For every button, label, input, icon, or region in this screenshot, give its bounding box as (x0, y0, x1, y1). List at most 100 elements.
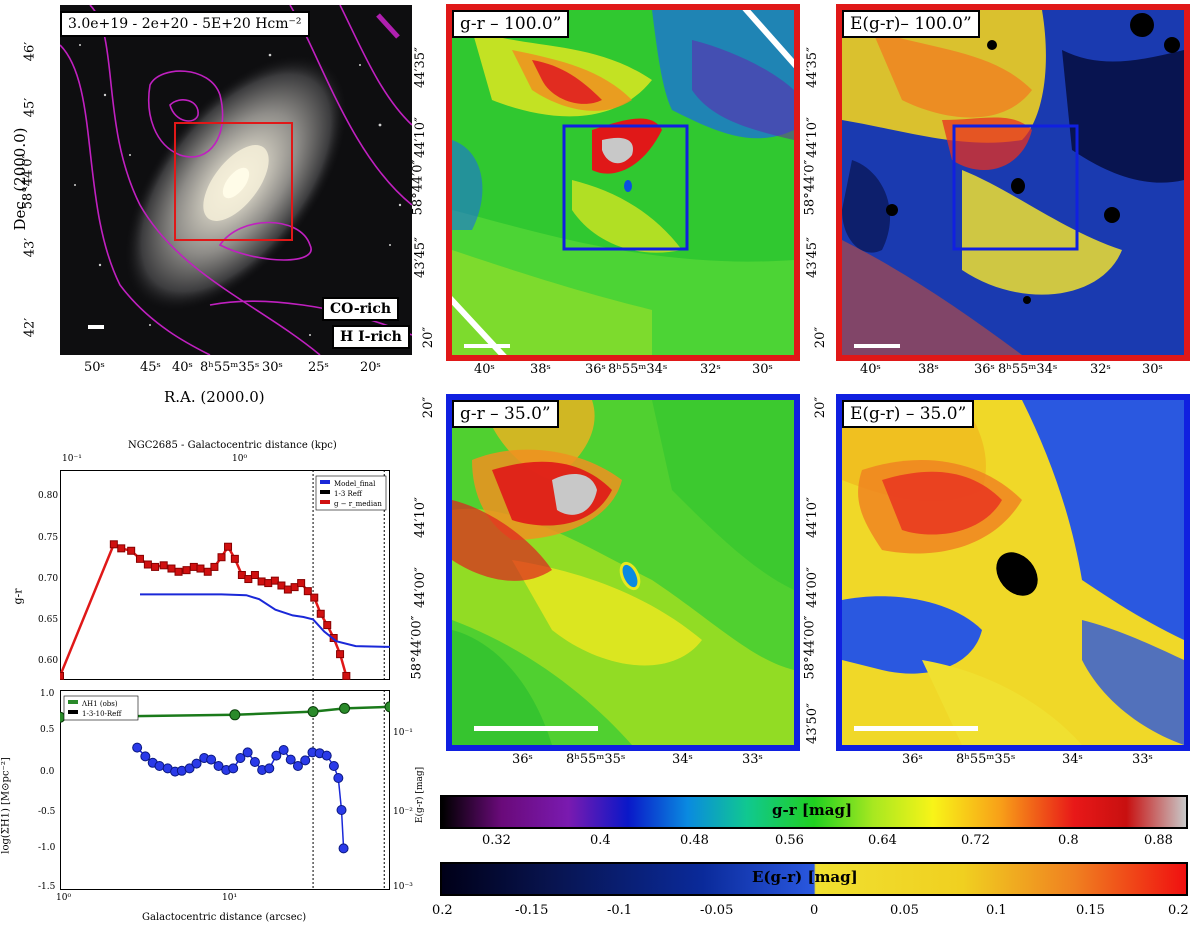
legend-swatch-2 (320, 500, 330, 504)
series-1-point-20 (278, 745, 289, 755)
series-0-point-20 (250, 571, 259, 579)
egr-35-label: E(g-r) – 35.0” (842, 400, 975, 428)
egr-colorbar-label: E(g-r) [mag] (752, 868, 858, 886)
legend-entry-0: Model_final (334, 480, 376, 488)
series-1-point-0 (132, 742, 143, 753)
legend-entry-2: g − r_median (334, 500, 382, 508)
hi-rich-label: H I-rich (332, 325, 410, 349)
hi-contour-label: 3.0e+19 - 2e+20 - 5E+20 Hcm⁻² (60, 11, 310, 37)
legend-entry-1: 1-3-10-Reff (82, 710, 122, 718)
series-0-point-2 (117, 544, 126, 553)
gr-profile-top-tick-0: 10⁻¹ (62, 454, 82, 464)
series-0-point-2 (307, 706, 319, 718)
gr-profile-plot: Model_final 1-3 Reff g − r_median (60, 470, 390, 680)
gr-colorbar: g-r [mag] (440, 795, 1188, 829)
series-0-point-29 (310, 593, 319, 602)
hi-profile-plot: ΛH1 (obs) 1-3-10-Reff (60, 690, 390, 890)
series-1-point-13 (228, 763, 239, 774)
series-0-point-30 (316, 609, 325, 618)
series-1-point-22 (292, 761, 303, 771)
series-0-point-16 (224, 542, 233, 551)
series-0-point-1 (229, 709, 241, 721)
egr-100-map (842, 10, 1184, 355)
series-0-point-22 (264, 579, 273, 588)
series-0-point-26 (290, 583, 299, 592)
legend-entry-0: ΛH1 (obs) (81, 700, 118, 708)
legend-swatch-1 (320, 490, 330, 494)
gr-colorbar-label: g-r [mag] (772, 801, 853, 819)
egr-colorbar: E(g-r) [mag] (440, 862, 1188, 896)
gr-profile-ylabel: g-r (11, 588, 25, 605)
series-0-point-12 (196, 564, 205, 573)
egr-100-label: E(g-r)– 100.0” (842, 10, 980, 38)
series-0-point-25 (283, 585, 292, 594)
series-1-point-23 (300, 755, 311, 766)
plot-frame (60, 690, 390, 890)
optical-image-panel: 3.0e+19 - 2e+20 - 5E+20 Hcm⁻² CO-rich H … (60, 5, 412, 355)
series-0-point-14 (210, 562, 219, 571)
egr-35-map (842, 400, 1184, 745)
co-rich-label: CO-rich (322, 297, 400, 321)
series-1-point-16 (249, 757, 260, 767)
egr-35-panel: E(g-r) – 35.0” (836, 394, 1190, 751)
legend-entry-1: 1-3 Reff (334, 490, 363, 498)
series-0-point-15 (217, 553, 226, 562)
series-0-point-4 (135, 554, 144, 563)
series-0-point-27 (297, 579, 306, 588)
series-0-point-34 (342, 671, 351, 680)
gr-35-map (452, 400, 794, 745)
series-0-point-3 (127, 546, 136, 555)
egr-100-panel: E(g-r)– 100.0” (836, 4, 1190, 361)
series-0-point-19 (244, 575, 253, 584)
series-0-point-11 (189, 562, 198, 571)
gr-35-panel: g-r – 35.0” (446, 394, 800, 751)
series-0-point-21 (257, 577, 266, 586)
series-0-point-7 (159, 561, 168, 570)
series-0-point-1 (109, 540, 118, 549)
series-0-point-6 (151, 562, 160, 571)
series-0-point-28 (303, 587, 312, 596)
series-1-point-27 (328, 761, 339, 771)
series-1-point-11 (213, 761, 224, 771)
series-0-point-31 (323, 621, 332, 630)
series-0-point-17 (230, 554, 239, 563)
series-0-point-3 (339, 702, 351, 714)
series-0-point-8 (167, 564, 176, 573)
series-0-point-5 (143, 560, 152, 569)
legend-swatch-0 (320, 480, 330, 484)
gr-100-map (452, 10, 794, 355)
optical-image (60, 5, 412, 355)
series-0-point-18 (237, 571, 246, 579)
series-1-point-18 (264, 763, 275, 774)
series-0-point-4 (384, 701, 390, 713)
series-1-point-19 (271, 750, 282, 761)
hi-profile-ylabel: log(ΣH1) [M⊙pc⁻²] (0, 757, 12, 854)
series-line-1 (140, 593, 390, 648)
series-1-point-14 (235, 753, 246, 763)
series-1-point-3 (154, 761, 165, 771)
series-1-point-29 (336, 805, 347, 815)
series-1-point-1 (140, 751, 151, 762)
series-0-point-0 (60, 671, 64, 680)
series-1-point-21 (285, 754, 296, 765)
series-1-point-30 (338, 843, 349, 854)
series-0-point-23 (270, 576, 279, 585)
gr-35-label: g-r – 35.0” (452, 400, 559, 428)
gr-100-label: g-r – 100.0” (452, 10, 570, 38)
ra-axis-title: R.A. (2000.0) (164, 388, 265, 406)
series-1-point-26 (321, 750, 332, 761)
legend-box (63, 695, 139, 721)
series-1-point-8 (191, 758, 202, 769)
series-0-point-10 (182, 566, 191, 575)
series-1-point-7 (184, 763, 195, 774)
legend-swatch-0 (68, 700, 78, 704)
series-1-point-15 (242, 747, 253, 758)
series-0-point-13 (203, 567, 212, 576)
gr-profile-title: NGC2685 - Galactocentric distance (kpc) (128, 440, 337, 451)
gr-100-panel: g-r – 100.0” (446, 4, 800, 361)
series-0-point-33 (336, 650, 345, 659)
hi-profile-xlabel: Galactocentric distance (arcsec) (142, 912, 307, 923)
series-0-point-24 (277, 581, 286, 590)
series-0-point-9 (174, 567, 183, 576)
legend-swatch-1 (68, 710, 78, 714)
